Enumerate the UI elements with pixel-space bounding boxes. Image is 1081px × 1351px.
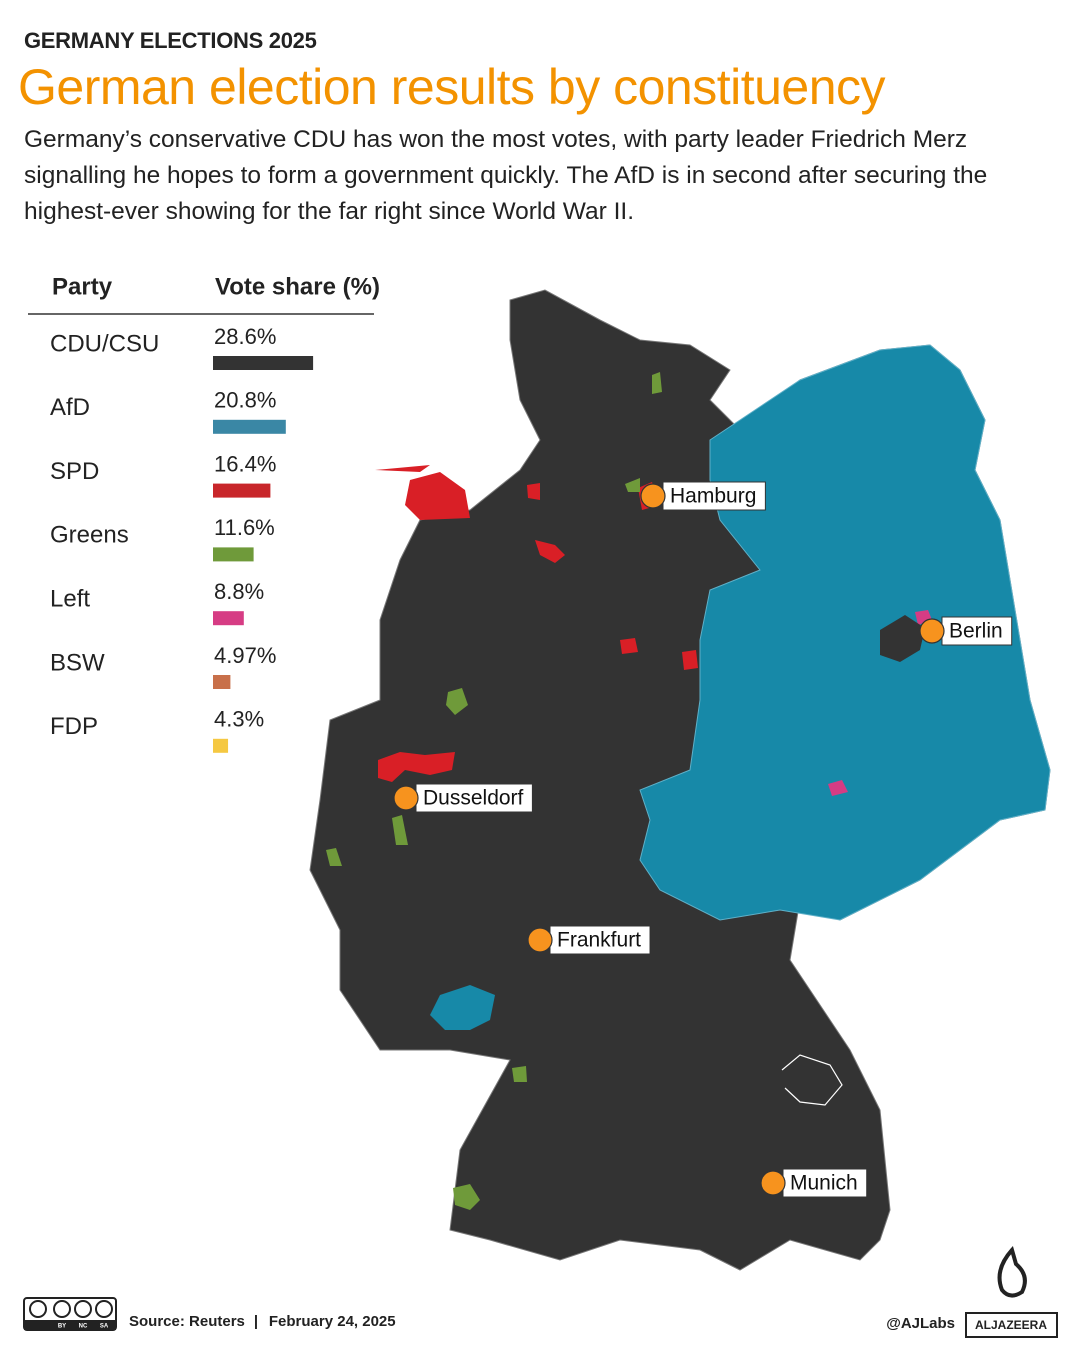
bar: [213, 483, 271, 498]
party-label: Greens: [50, 522, 129, 549]
license-text: NC: [79, 1324, 88, 1330]
bar: [213, 611, 244, 626]
separator: |: [254, 1313, 258, 1330]
kicker: GERMANY ELECTIONS 2025: [24, 28, 317, 53]
spd-region: [378, 752, 455, 782]
value-label: 4.3%: [214, 707, 264, 732]
spd-region: [405, 472, 470, 520]
greens-region: [326, 848, 342, 866]
city-label-box: [782, 1168, 868, 1198]
city-dot: [919, 618, 945, 644]
license-text: SA: [100, 1324, 109, 1330]
value-label: 11.6%: [214, 515, 275, 540]
city-dot: [527, 927, 553, 953]
bar: [213, 675, 231, 689]
afd-region: [430, 985, 495, 1030]
party-label: CDU/CSU: [50, 330, 159, 357]
license-icon: [53, 1300, 71, 1318]
license-text: BY: [58, 1324, 66, 1330]
city-marker: Munich: [760, 1168, 868, 1198]
logo-mark: [997, 1245, 1027, 1298]
license-strip: [24, 1320, 116, 1330]
city-label: Frankfurt: [557, 929, 641, 952]
greens-region: [453, 1184, 480, 1210]
greens-region: [625, 478, 640, 492]
date: February 24, 2025: [269, 1313, 396, 1330]
city-label-box: [941, 616, 1013, 646]
party-label: Left: [50, 586, 90, 613]
left-region: [828, 780, 848, 796]
party-label: FDP: [50, 713, 98, 740]
column-header: Vote share (%): [215, 273, 380, 300]
bar: [213, 738, 229, 753]
city-label: Munich: [790, 1172, 858, 1195]
subtitle: Germany’s conservative CDU has won the m…: [24, 126, 988, 225]
greens-region: [652, 372, 662, 394]
logo-box: [965, 1312, 1058, 1338]
city-label: Berlin: [949, 620, 1003, 643]
spd-region: [375, 465, 430, 472]
license-icon: [74, 1300, 92, 1318]
title: German election results by constituency: [18, 59, 886, 115]
city-label-box: [415, 783, 533, 813]
handle: @AJLabs: [886, 1315, 955, 1332]
license-badge: BY NC SA: [23, 1297, 117, 1331]
city-label: Dusseldorf: [423, 787, 524, 810]
logo: ALJAZEERA: [975, 1318, 1047, 1332]
bar: [213, 356, 314, 370]
city-dot: [393, 785, 419, 811]
state-border: [781, 1054, 843, 1106]
city-label-box: [662, 481, 766, 511]
city-dot: [760, 1170, 786, 1196]
city-dot: [640, 483, 666, 509]
spd-region: [620, 638, 638, 654]
value-label: 20.8%: [214, 388, 276, 413]
greens-region: [392, 815, 408, 845]
value-label: 28.6%: [214, 324, 276, 349]
license-icon: [95, 1300, 113, 1318]
germany-map: [309, 289, 1051, 1271]
source: Source: Reuters: [129, 1313, 245, 1330]
license-icon: [29, 1300, 47, 1318]
party-label: BSW: [50, 649, 105, 676]
city-label: Hamburg: [670, 485, 756, 508]
party-label: AfD: [50, 394, 90, 421]
city-marker: Berlin: [919, 616, 1013, 646]
bar: [213, 419, 286, 434]
value-label: 4.97%: [214, 643, 276, 668]
party-label: SPD: [50, 458, 99, 485]
value-label: 8.8%: [214, 579, 264, 604]
city-marker: Dusseldorf: [393, 783, 533, 813]
column-header: Party: [52, 273, 113, 300]
city-marker: Frankfurt: [527, 925, 651, 955]
greens-region: [446, 688, 468, 715]
value-label: 16.4%: [214, 451, 276, 476]
spd-region: [527, 483, 540, 500]
bar: [213, 547, 254, 562]
city-label-box: [549, 925, 651, 955]
spd-region: [535, 540, 565, 563]
city-marker: Hamburg: [640, 481, 766, 511]
greens-region: [512, 1066, 527, 1082]
spd-region: [682, 650, 698, 670]
cdu-region: [880, 615, 925, 662]
